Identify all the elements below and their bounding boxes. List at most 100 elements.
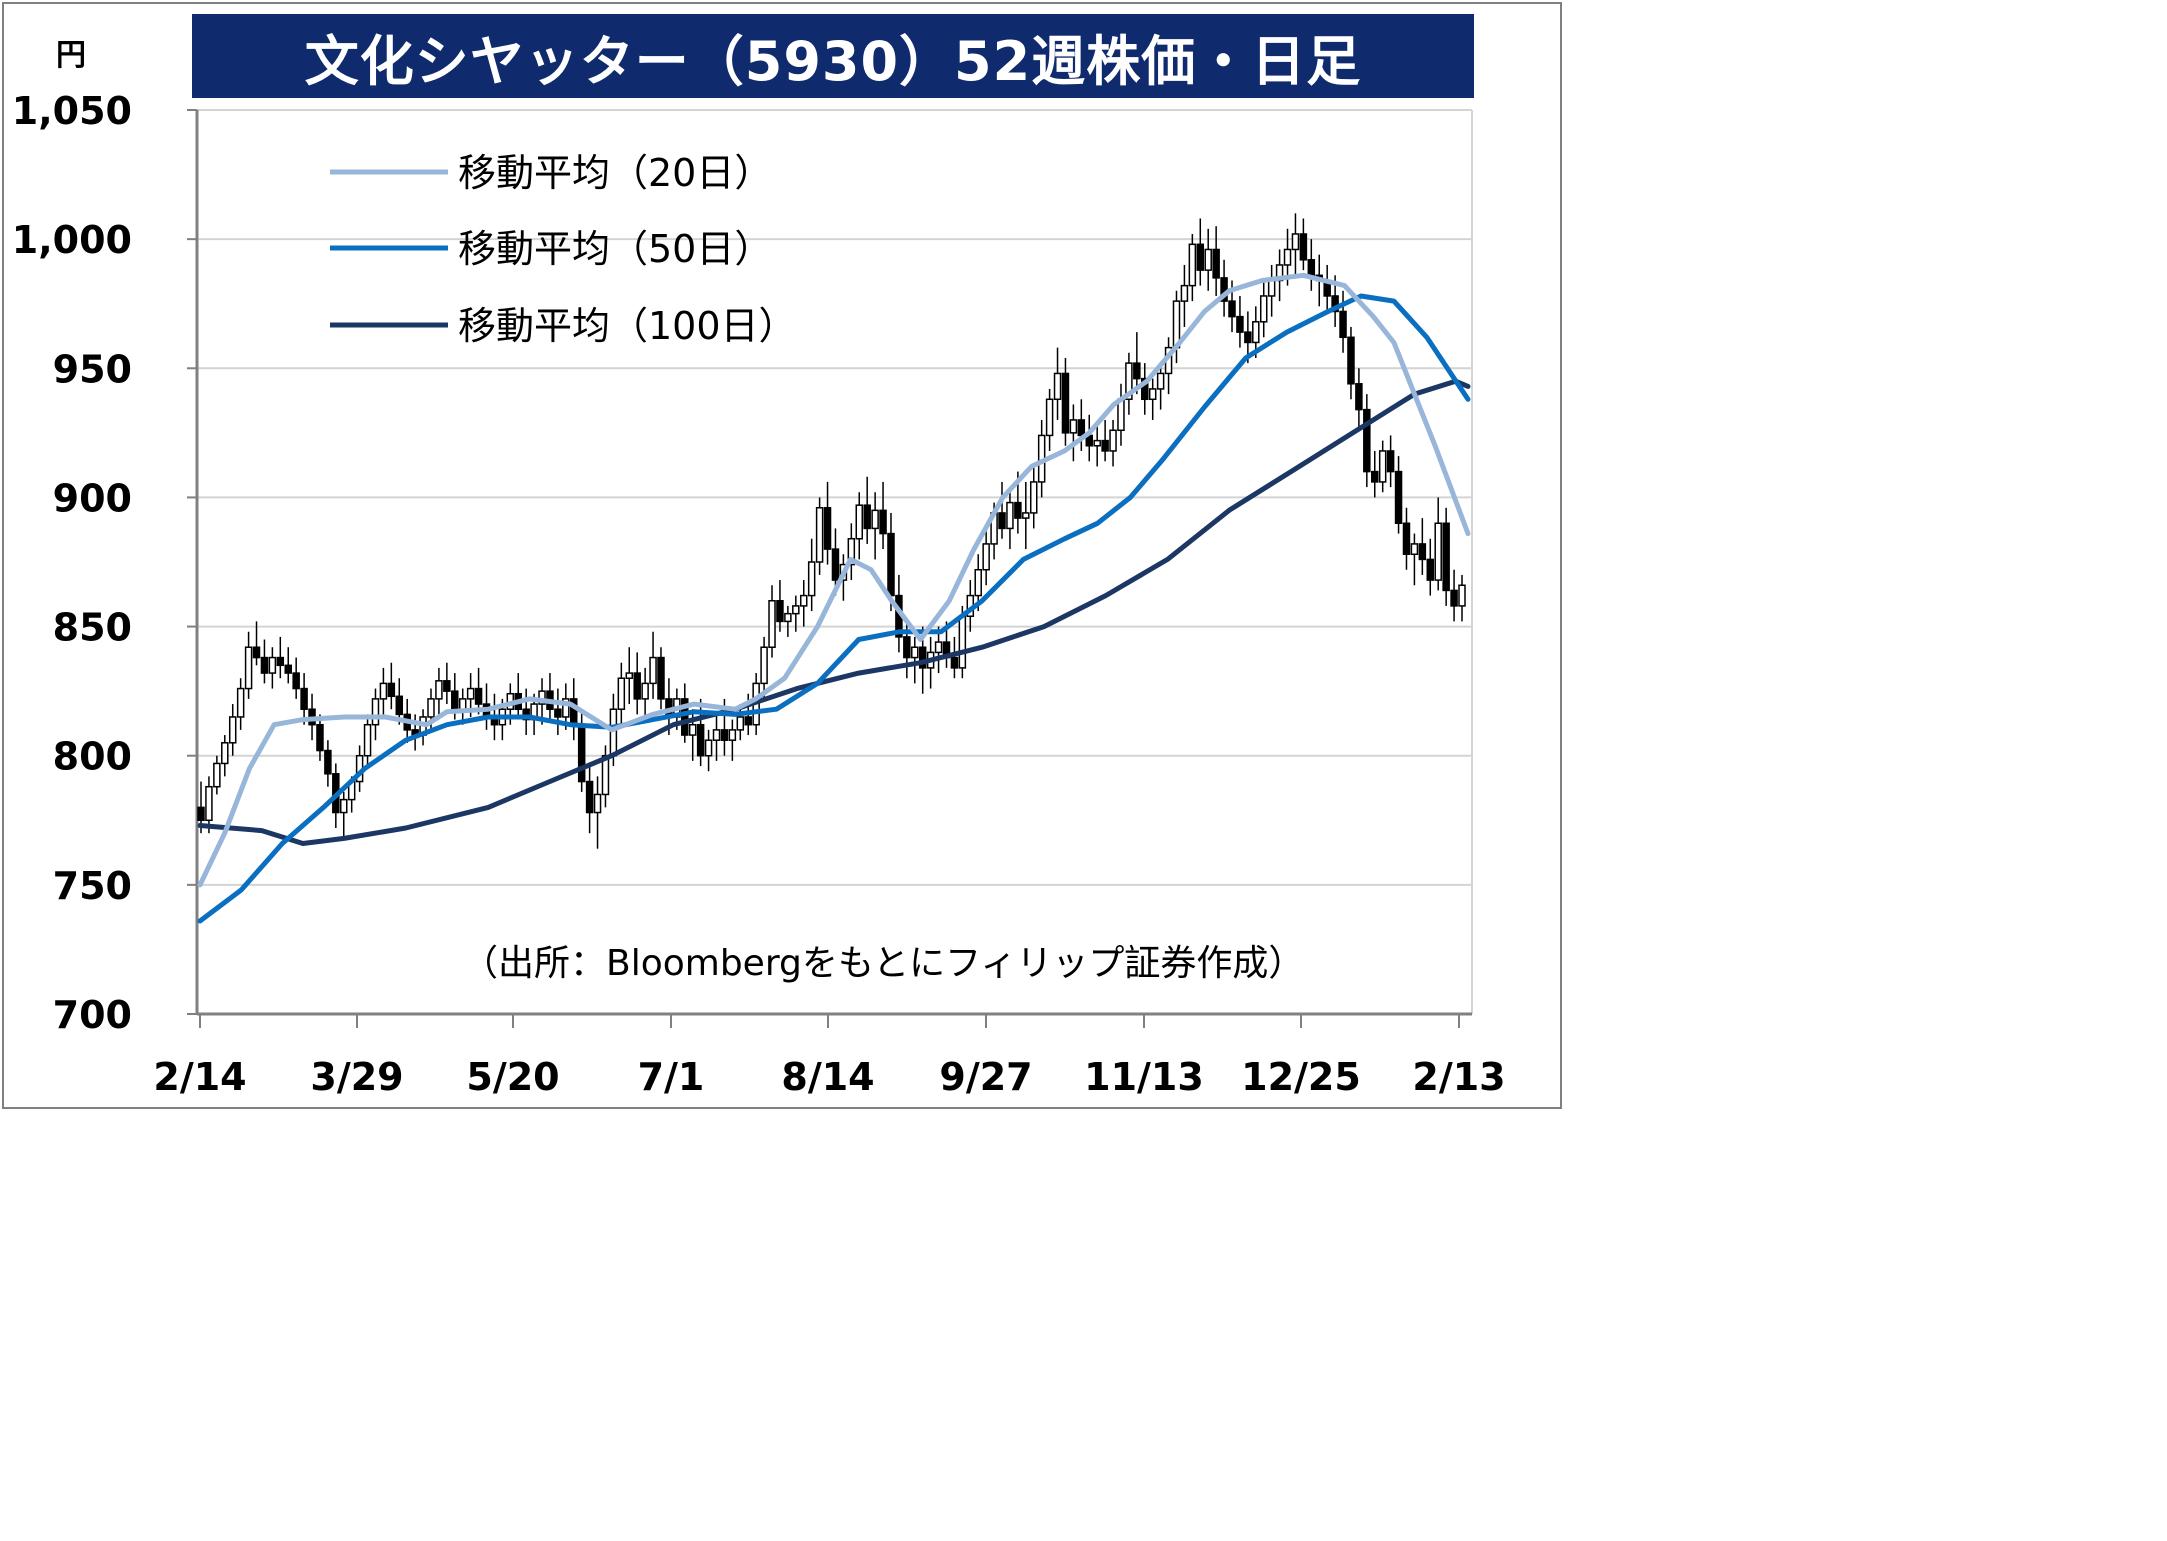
candle-body [1236, 315, 1244, 333]
candle-body [1410, 543, 1419, 556]
candle-body [1109, 429, 1117, 452]
candle-body [974, 568, 982, 597]
candle-body [1307, 259, 1316, 277]
candle-body [998, 512, 1006, 530]
candle-body [1228, 300, 1236, 318]
candle-body [1022, 512, 1030, 519]
candle-body [1402, 522, 1411, 556]
candle-body [768, 599, 776, 648]
candle-body [363, 723, 372, 757]
candle-body [728, 729, 737, 741]
candle-body [451, 690, 459, 710]
candle-body [300, 687, 308, 710]
x-tick-label: 8/14 [781, 1055, 874, 1099]
y-tick-label: 1,000 [12, 218, 132, 262]
x-tick-label: 3/29 [310, 1055, 403, 1099]
candle-body [625, 672, 634, 679]
x-tick-label: 2/13 [1412, 1055, 1505, 1099]
chart-title: 文化シヤッター（5930）52週株価・日足 [192, 14, 1474, 98]
x-tick-label: 11/13 [1084, 1055, 1204, 1099]
candle-body [744, 716, 752, 726]
candle-body [1061, 372, 1070, 434]
chart-frame [2, 2, 1562, 1109]
candle-body [268, 656, 277, 674]
legend-label-ma20: 移動平均（20日） [458, 151, 772, 195]
candle-body [760, 646, 768, 685]
y-tick-label: 750 [53, 864, 132, 908]
candle-body [1386, 450, 1395, 473]
candle-body [443, 680, 451, 692]
candle-body [387, 682, 396, 698]
y-tick-label: 950 [53, 347, 132, 391]
candle-body [815, 507, 824, 563]
candle-body [395, 695, 404, 716]
candle-body [847, 538, 856, 566]
candle-body [855, 504, 864, 540]
candle-body [593, 793, 602, 814]
candle-body [1458, 584, 1466, 607]
candle-body [807, 561, 816, 597]
candle-body [244, 646, 253, 690]
candle-body [221, 742, 229, 765]
x-tick-label: 5/20 [466, 1055, 559, 1099]
candle-body [776, 599, 784, 623]
candle-body [1014, 501, 1022, 519]
candle-body [649, 656, 657, 685]
candle-body [1347, 336, 1355, 385]
y-tick-label: 800 [53, 735, 132, 779]
candle-body [688, 723, 697, 736]
candle-body [577, 723, 586, 783]
candle-body [1299, 233, 1308, 261]
candle-body [1442, 522, 1450, 592]
candle-body [213, 762, 221, 788]
candle-body [712, 729, 721, 741]
candle-body [681, 698, 689, 736]
candle-body [252, 646, 261, 659]
candle-body [435, 680, 443, 700]
candle-body [284, 664, 292, 674]
candle-body [1069, 419, 1078, 434]
candle-body [911, 646, 919, 659]
candle-body [371, 698, 380, 726]
candle-body [982, 543, 990, 571]
candle-body [292, 672, 300, 690]
candle-body [1156, 372, 1165, 390]
stock-chart: 700 750 800 850 900 950 1,000 1,050 2/14 3/29 5/20… [12, 89, 1506, 1099]
candle-body [863, 504, 871, 530]
candle-body [1141, 377, 1149, 401]
candle-body [641, 682, 649, 700]
candle-body [1283, 248, 1292, 266]
candle-body [617, 677, 626, 710]
candle-body [379, 682, 388, 700]
candle-body [1331, 295, 1339, 313]
ma50-line [197, 293, 1471, 924]
candle-body [784, 612, 792, 623]
y-tick-label: 700 [53, 993, 132, 1037]
candle-body [1204, 248, 1212, 271]
candle-body [340, 798, 348, 814]
candle-body [1378, 450, 1387, 483]
y-tick-label: 1,050 [12, 89, 132, 133]
candle-body [1371, 470, 1379, 483]
candle-body [1244, 331, 1252, 344]
candle-body [799, 594, 808, 607]
candle-body [609, 708, 618, 757]
candle-body [562, 698, 570, 718]
candle-body [1029, 481, 1038, 514]
candle-body [934, 641, 943, 654]
candle-body [831, 548, 840, 581]
candle-body [1133, 362, 1141, 380]
candle-body [871, 509, 879, 530]
candle-body [657, 656, 665, 700]
candle-body [260, 656, 269, 674]
candle-body [1077, 419, 1086, 437]
ma100-line [197, 378, 1471, 846]
candle-body [554, 708, 562, 718]
x-tick-label: 9/27 [939, 1055, 1032, 1099]
candle-body [1267, 279, 1276, 297]
candle-body [236, 687, 245, 718]
candle-body [522, 708, 530, 721]
candle-body [633, 672, 641, 700]
candle-body [474, 687, 483, 705]
candle-body [427, 698, 435, 718]
